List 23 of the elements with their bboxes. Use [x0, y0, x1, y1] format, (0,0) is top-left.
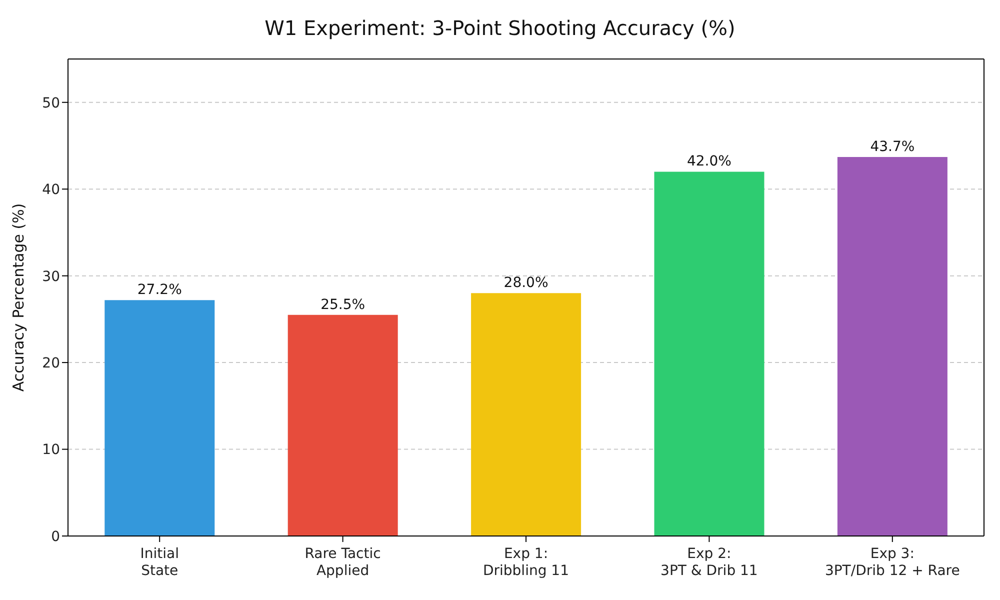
- data-label: 27.2%: [137, 282, 182, 298]
- data-label: 28.0%: [504, 275, 548, 292]
- chart-title: W1 Experiment: 3-Point Shooting Accuracy (%): [264, 15, 736, 42]
- bar: [837, 157, 948, 536]
- y-tick-label: 20: [42, 356, 60, 372]
- x-tick-label: Exp 1: Dribbling 11: [482, 546, 570, 579]
- data-label: 42.0%: [687, 154, 732, 170]
- bar: [288, 314, 398, 536]
- y-tick-label: 10: [42, 442, 60, 458]
- bar: [654, 172, 764, 536]
- x-tick-label: Initial State: [140, 546, 179, 579]
- bar: [471, 293, 582, 536]
- x-tick-label: Rare Tactic Applied: [304, 546, 381, 579]
- bar: [104, 300, 215, 536]
- data-label: 43.7%: [870, 139, 915, 155]
- y-tick-label: 40: [42, 182, 60, 198]
- x-tick-label: Exp 3: 3PT/Drib 12 + Rare: [824, 546, 960, 579]
- y-axis-title: Accuracy Percentage (%): [9, 203, 28, 392]
- data-label: 25.5%: [320, 296, 366, 313]
- y-tick-label: 50: [42, 95, 60, 112]
- x-tick-label: Exp 2: 3PT & Drib 11: [660, 546, 758, 579]
- y-tick-label: 30: [42, 268, 60, 285]
- y-tick-label: 0: [51, 528, 60, 545]
